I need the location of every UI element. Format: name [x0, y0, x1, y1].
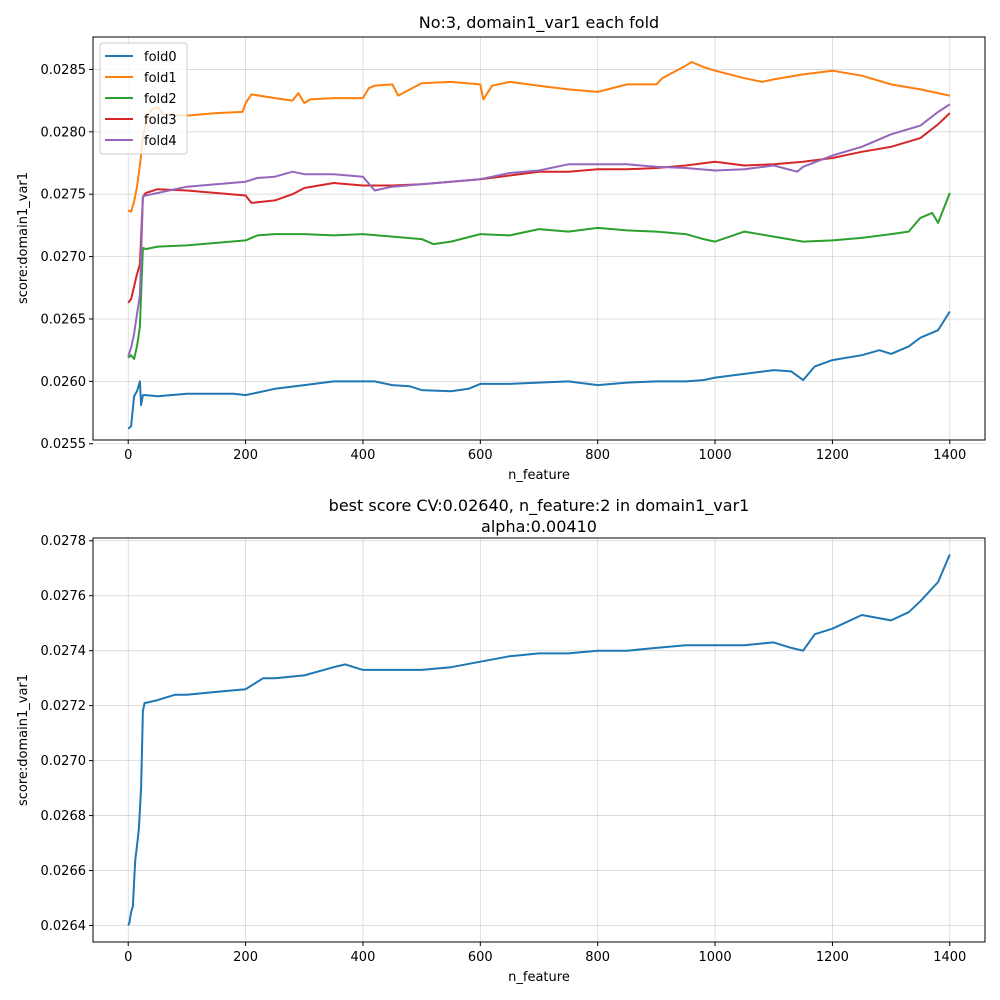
x-tick-label: 600	[468, 950, 493, 965]
x-tick-label: 1400	[933, 448, 966, 463]
x-tick-label: 200	[233, 448, 258, 463]
x-tick-label: 800	[585, 950, 610, 965]
y-tick-label: 0.0285	[41, 63, 87, 78]
y-tick-label: 0.0268	[41, 809, 87, 824]
x-axis-label: n_feature	[508, 468, 570, 483]
chart-title: No:3, domain1_var1 each fold	[419, 13, 659, 33]
x-tick-label: 1400	[933, 950, 966, 965]
series-line-fold0	[127, 310, 951, 430]
x-tick-label: 1000	[699, 950, 732, 965]
y-tick-label: 0.0278	[41, 534, 87, 549]
legend-label-fold0: fold0	[144, 50, 177, 65]
plot-frame	[92, 36, 986, 441]
y-tick-label: 0.0260	[41, 375, 87, 390]
series-line-fold4	[127, 103, 951, 357]
x-axis-label: n_feature	[508, 970, 570, 985]
chart-title: best score CV:0.02640, n_feature:2 in do…	[329, 496, 750, 516]
series-line-fold2	[127, 192, 951, 360]
legend-box	[99, 42, 188, 155]
y-tick-label: 0.0272	[41, 699, 87, 714]
legend-label-fold3: fold3	[144, 113, 177, 128]
x-tick-label: 0	[124, 950, 132, 965]
series-lines	[127, 554, 951, 926]
x-tick-label: 400	[351, 950, 376, 965]
y-tick-label: 0.0270	[41, 250, 87, 265]
plot-frame	[92, 537, 986, 943]
x-tick-label: 400	[351, 448, 376, 463]
y-tick-label: 0.0280	[41, 125, 87, 140]
y-tick-label: 0.0255	[41, 437, 87, 452]
grid	[93, 538, 985, 942]
x-tick-label: 800	[585, 448, 610, 463]
y-axis-label: score:domain1_var1	[16, 172, 31, 304]
best-score-subplot: best score CV:0.02640, n_feature:2 in do…	[16, 496, 986, 985]
legend-label-fold4: fold4	[144, 134, 177, 149]
x-tick-label: 1000	[699, 448, 732, 463]
x-tick-label: 0	[124, 448, 132, 463]
y-tick-label: 0.0276	[41, 589, 87, 604]
x-tick-label: 200	[233, 950, 258, 965]
y-tick-label: 0.0264	[41, 919, 87, 934]
y-tick-label: 0.0274	[41, 644, 87, 659]
series-line-mean	[127, 554, 951, 926]
chart-subtitle: alpha:0.00410	[481, 517, 597, 536]
series-lines	[127, 61, 951, 430]
y-tick-label: 0.0266	[41, 864, 87, 879]
x-tick-label: 1200	[816, 448, 849, 463]
legend-label-fold1: fold1	[144, 71, 177, 86]
y-axis-label: score:domain1_var1	[16, 674, 31, 806]
axis-ticks: 0 200 400 600 800 1000 1200 1400 0.0264 0.0266 0.0…	[41, 534, 967, 965]
legend: fold0 fold1 fold2 fold3 fold4	[99, 42, 188, 155]
axis-ticks: 0 200 400 600 800 1000 1200 1400 0.0255 0.0260 0.0…	[41, 63, 967, 463]
grid	[93, 37, 985, 445]
y-tick-label: 0.0275	[41, 188, 87, 203]
y-tick-label: 0.0270	[41, 754, 87, 769]
x-tick-label: 600	[468, 448, 493, 463]
x-tick-label: 1200	[816, 950, 849, 965]
fold-scores-subplot: No:3, domain1_var1 each fold 0 200 400 600 8…	[16, 13, 986, 483]
y-tick-label: 0.0265	[41, 312, 87, 327]
legend-label-fold2: fold2	[144, 92, 177, 107]
